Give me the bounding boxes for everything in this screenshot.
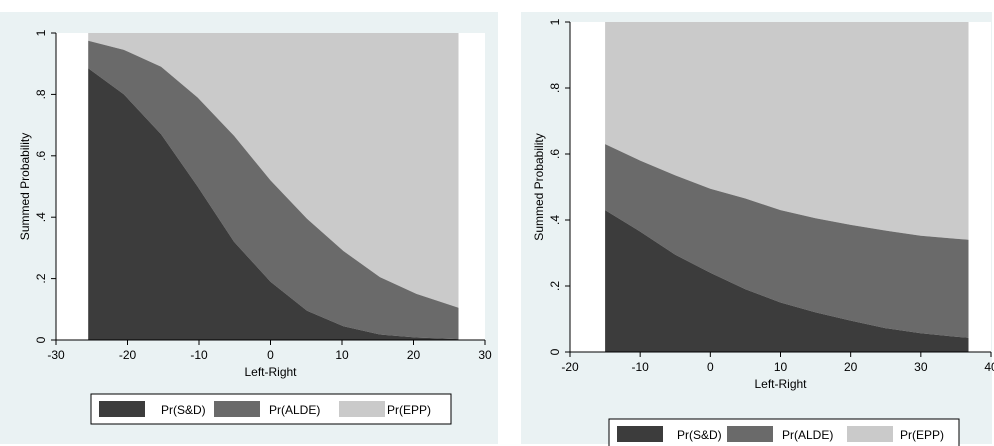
legend: Pr(S&D) Pr(ALDE) Pr(EPP) — [90, 393, 452, 425]
y-tick-label: .2 — [548, 281, 562, 291]
legend-box — [90, 393, 452, 425]
area-alde-series — [88, 40, 459, 340]
legend-swatch-sd — [617, 426, 663, 442]
y-tick-label: .8 — [34, 89, 48, 99]
chart-left-svg: -30 -20 -10 0 10 20 30 0 .2 .4 .6 .8 1 Left-Right Summ… — [18, 29, 492, 425]
legend-swatch-epp — [847, 426, 893, 442]
y-tick-label: 0 — [34, 336, 48, 343]
x-tick-label: -20 — [561, 360, 579, 374]
x-tick-label: 0 — [267, 348, 274, 362]
legend-swatch-alde — [214, 401, 260, 417]
legend-label-sd: Pr(S&D) — [677, 428, 722, 442]
legend-label-alde: Pr(ALDE) — [782, 428, 833, 442]
x-tick-label: -30 — [47, 348, 65, 362]
area-alde-series — [605, 144, 969, 338]
y-tick-label: .4 — [34, 212, 48, 222]
area-sd-series — [88, 68, 459, 341]
y-tick-label: 1 — [34, 29, 48, 36]
x-tick-label: 40 — [984, 360, 994, 374]
x-tick-label: 10 — [335, 348, 349, 362]
x-tick-label: -10 — [631, 360, 649, 374]
area-sd-series — [605, 210, 969, 352]
x-tick-label: 10 — [774, 360, 788, 374]
x-tick-label: 0 — [707, 360, 714, 374]
chart-right-svg: -20 -10 0 10 20 30 40 0 .2 .4 .6 .8 1 Left-Right Summe… — [532, 18, 994, 446]
y-axis-title: Summed Probability — [532, 133, 546, 240]
area-epp-series — [88, 33, 459, 308]
legend-box — [608, 418, 960, 446]
y-tick-label: .6 — [548, 149, 562, 159]
y-tick-label: .4 — [548, 215, 562, 225]
x-tick-label: 20 — [844, 360, 858, 374]
x-tick-label: 30 — [914, 360, 928, 374]
legend: Pr(S&D) Pr(ALDE) Pr(EPP) — [608, 418, 960, 446]
chart-panel-right: -20 -10 0 10 20 30 40 0 .2 .4 .6 .8 1 Left-Right Summe… — [521, 12, 994, 446]
legend-label-alde: Pr(ALDE) — [269, 403, 320, 417]
legend-swatch-epp — [339, 401, 385, 417]
x-axis-title: Left-Right — [754, 377, 807, 391]
y-tick-label: .2 — [34, 273, 48, 283]
y-tick-label: .8 — [548, 83, 562, 93]
legend-label-epp: Pr(EPP) — [387, 403, 431, 417]
x-tick-label: -20 — [119, 348, 137, 362]
legend-swatch-sd — [99, 401, 145, 417]
area-epp-series — [605, 22, 969, 240]
x-tick-label: 30 — [478, 348, 492, 362]
x-tick-label: -10 — [190, 348, 208, 362]
y-tick-label: .6 — [34, 150, 48, 160]
y-tick-label: 0 — [548, 348, 562, 355]
chart-panel-left: -30 -20 -10 0 10 20 30 0 .2 .4 .6 .8 1 Left-Right Summ… — [0, 12, 498, 444]
legend-label-sd: Pr(S&D) — [161, 403, 206, 417]
legend-swatch-alde — [727, 426, 773, 442]
x-tick-label: 20 — [407, 348, 421, 362]
y-axis-title: Summed Probability — [18, 133, 32, 240]
legend-label-epp: Pr(EPP) — [900, 428, 944, 442]
x-axis-title: Left-Right — [244, 365, 297, 379]
y-tick-label: 1 — [548, 18, 562, 25]
